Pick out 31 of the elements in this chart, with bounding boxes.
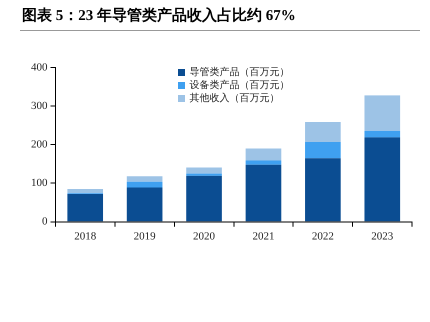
x-tick-label: 2022 [312, 230, 334, 242]
x-tick-label: 2020 [193, 230, 216, 242]
y-tick-label: 0 [42, 216, 48, 228]
y-tick-label: 100 [31, 177, 48, 190]
bar [186, 176, 222, 222]
legend-label: 其他收入（百万元） [189, 92, 280, 105]
bar [67, 194, 104, 222]
bar [246, 160, 282, 165]
bar [246, 164, 282, 222]
legend-label: 导管类产品（百万元） [189, 66, 290, 79]
chart-title: 图表 5：23 年导管类产品收入占比约 67% [22, 6, 296, 25]
bar [305, 158, 341, 222]
x-tick-label: 2023 [371, 230, 394, 242]
bar [305, 122, 341, 142]
y-tick-label: 300 [31, 100, 48, 112]
bar [364, 130, 400, 138]
bar [186, 167, 222, 174]
bar [126, 176, 162, 182]
bar [67, 189, 104, 194]
bar [364, 137, 400, 222]
bar [126, 187, 162, 222]
y-tick-label: 400 [31, 61, 48, 74]
y-tick-label: 200 [31, 138, 48, 151]
x-tick-label: 2018 [74, 230, 97, 242]
x-tick-label: 2021 [252, 230, 274, 242]
bar [364, 95, 400, 131]
bar [305, 142, 341, 158]
bar [246, 148, 282, 161]
bar [126, 182, 162, 188]
x-tick-label: 2019 [134, 230, 156, 242]
legend-label: 设备类产品（百万元） [189, 78, 290, 92]
